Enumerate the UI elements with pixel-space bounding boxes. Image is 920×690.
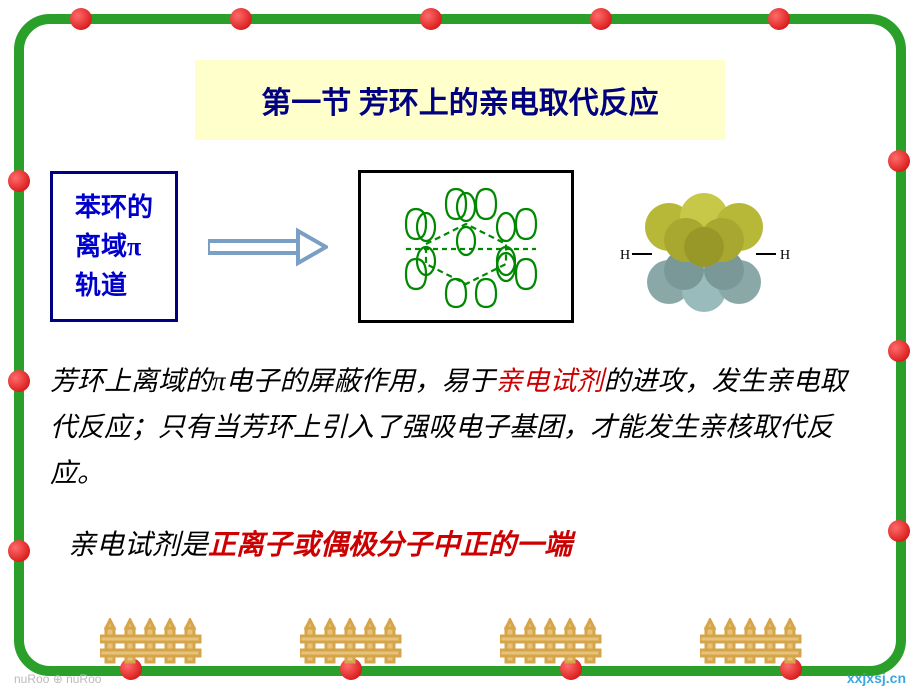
frame-dot (590, 8, 612, 30)
benzene-label-box: 苯环的 离域π 轨道 (50, 171, 178, 322)
paragraph-2: 亲电试剂是正离子或偶极分子中正的一端 (40, 523, 880, 563)
para2-red: 正离子或偶极分子中正的一端 (208, 530, 572, 561)
frame-dot (230, 8, 252, 30)
frame-dot (888, 150, 910, 172)
box-line-1: 苯环的 (75, 188, 153, 227)
diagram-row: 苯环的 离域π 轨道 (40, 170, 880, 323)
frame-dot (888, 340, 910, 362)
para1-red: 亲电试剂 (496, 366, 604, 396)
orbital-diagram (358, 170, 574, 323)
arrow-icon (208, 227, 328, 267)
fence-decoration (40, 618, 880, 664)
frame-dot (888, 520, 910, 542)
frame-dot (8, 540, 30, 562)
frame-dot (8, 370, 30, 392)
box-line-3: 轨道 (75, 266, 153, 305)
title-box: 第一节 芳环上的亲电取代反应 (195, 60, 725, 140)
frame-dot (70, 8, 92, 30)
frame-dot (8, 170, 30, 192)
watermark-right: xxjxsj.cn (847, 670, 906, 686)
para1-part-a: 芳环上离域的π电子的屏蔽作用，易于 (50, 366, 496, 396)
frame-dot (420, 8, 442, 30)
para2-part-a: 亲电试剂是 (68, 530, 208, 561)
watermark-left: nuRoo ⊕ nuRoo (14, 672, 101, 686)
h-label-right: H (780, 248, 790, 263)
frame-dot (768, 8, 790, 30)
box-line-2: 离域π (75, 227, 153, 266)
paragraph-1: 芳环上离域的π电子的屏蔽作用，易于亲电试剂的进攻，发生亲电取代反应；只有当芳环上… (40, 359, 880, 497)
molecule-3d: H H (614, 172, 794, 322)
section-title: 第一节 芳环上的亲电取代反应 (215, 78, 705, 122)
slide-content: 第一节 芳环上的亲电取代反应 苯环的 离域π 轨道 (40, 40, 880, 650)
h-label-left: H (620, 248, 630, 263)
